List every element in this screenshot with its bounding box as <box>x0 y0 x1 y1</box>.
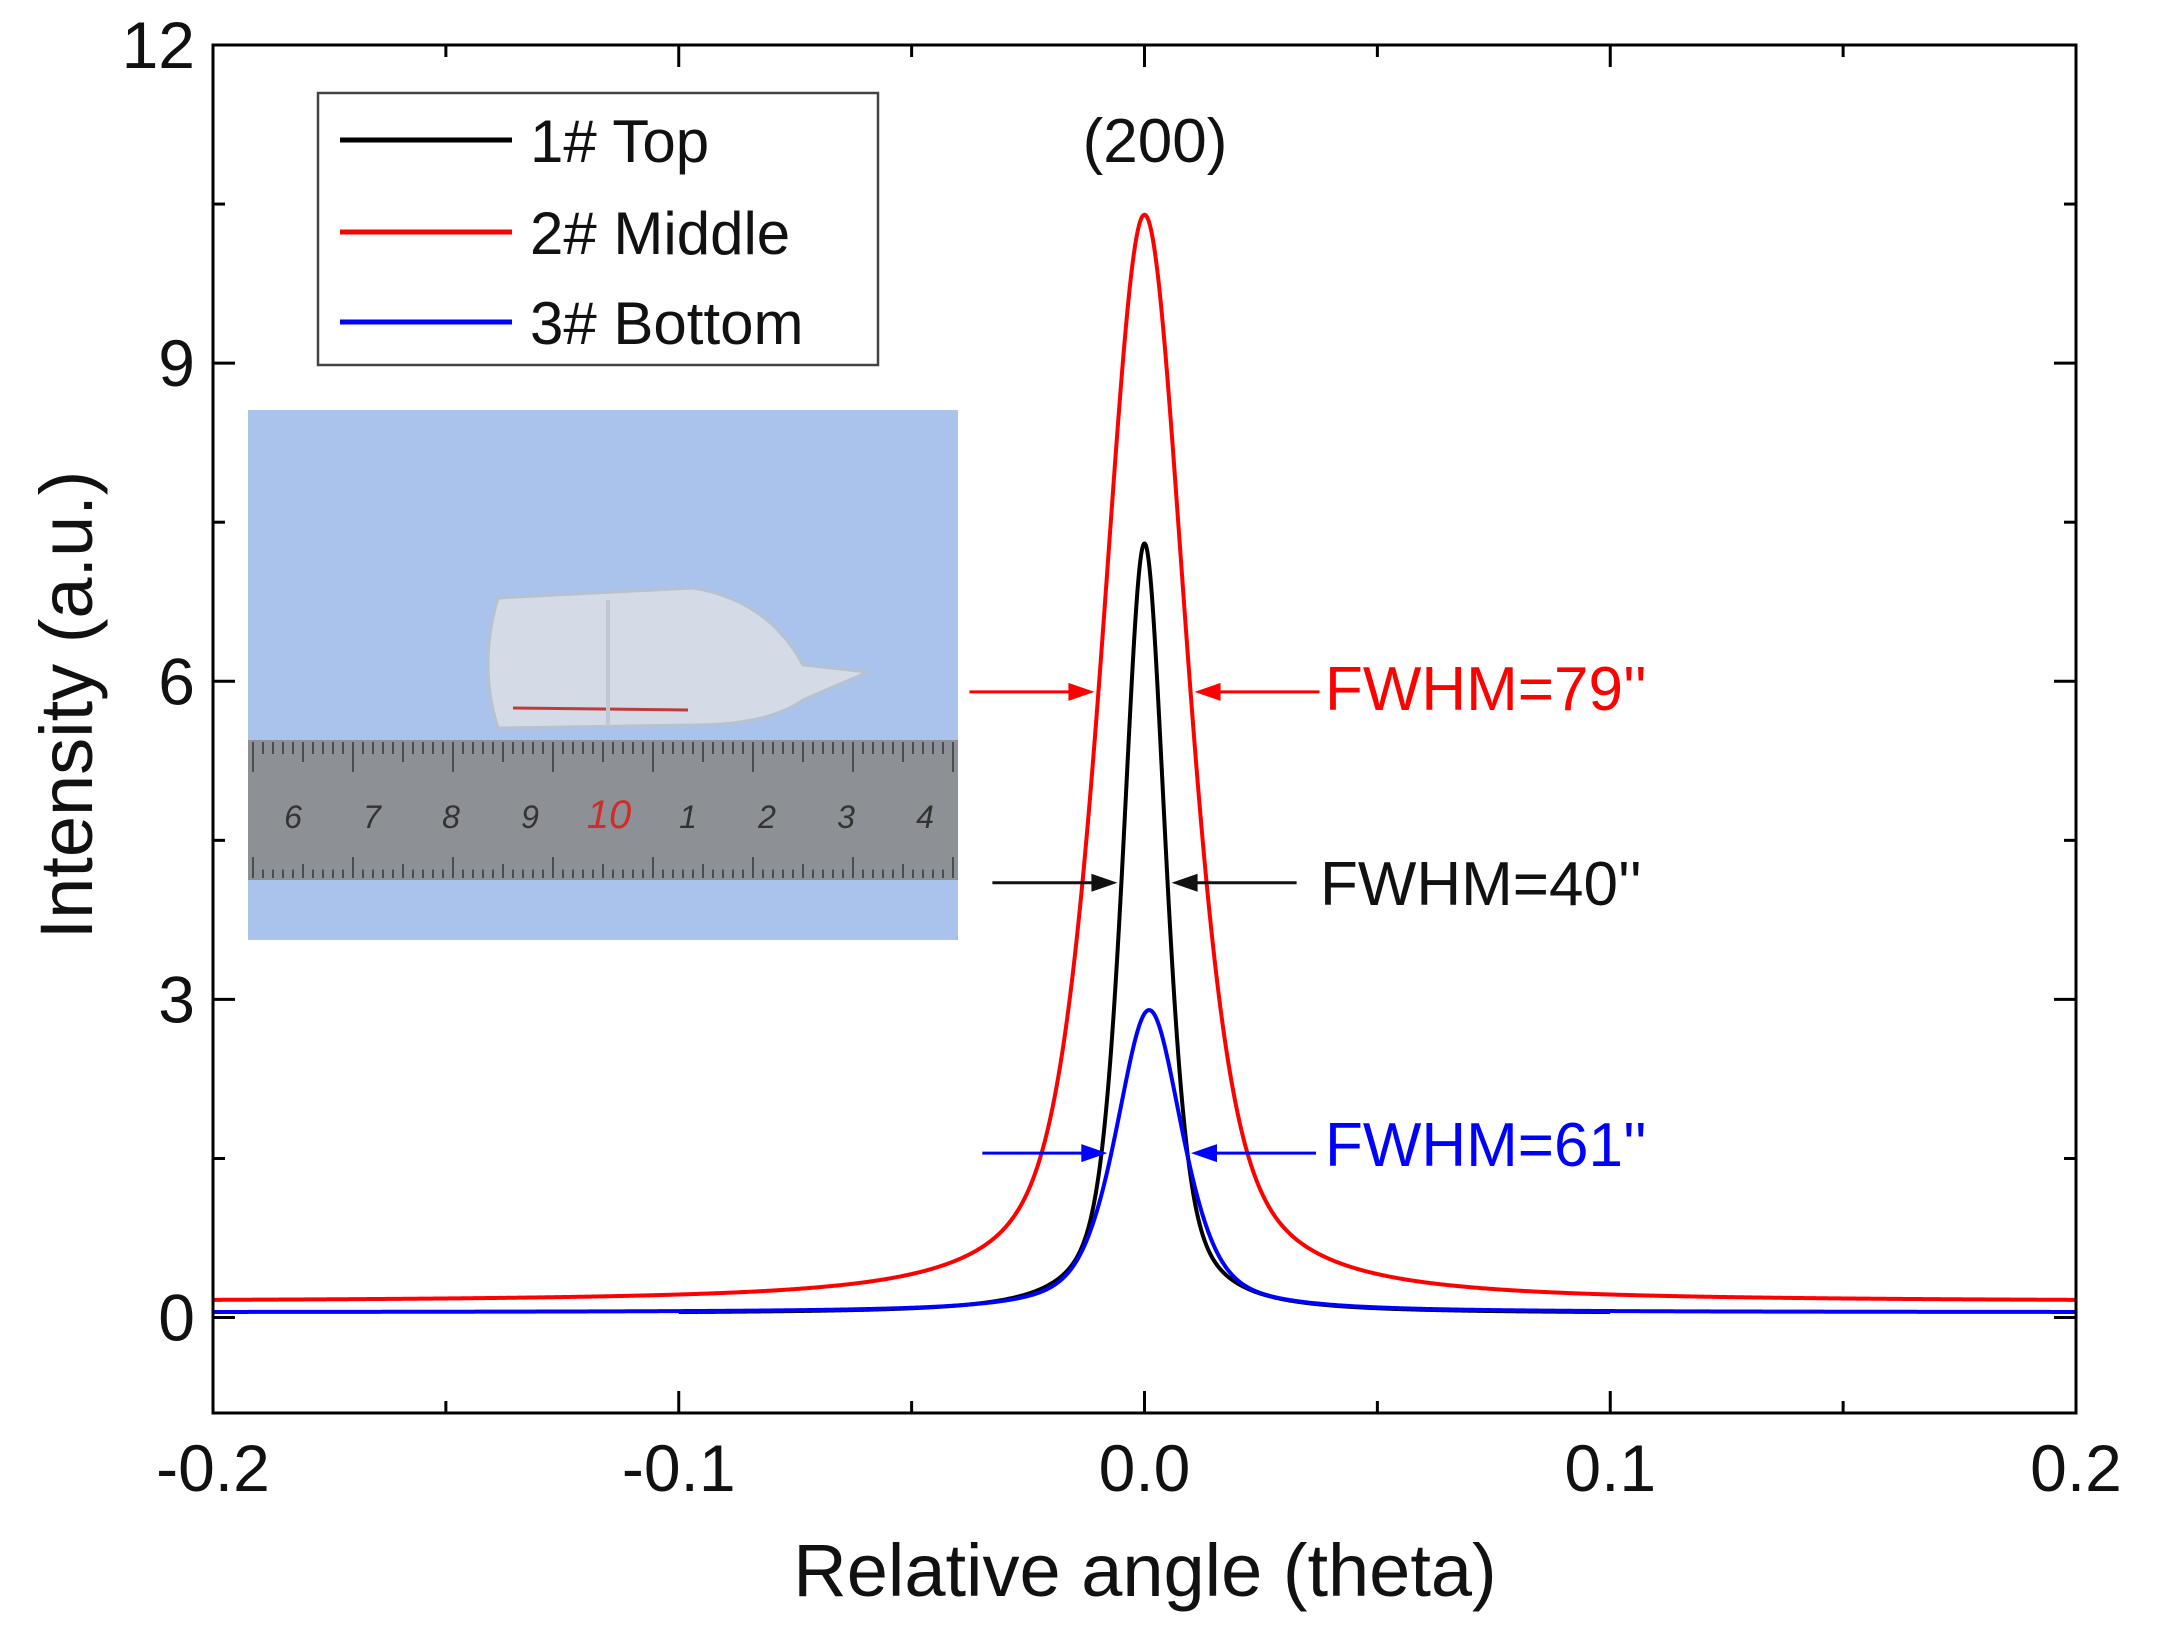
x-tick-label: 0.0 <box>1099 1431 1191 1505</box>
ruler-number: 2 <box>757 799 776 835</box>
fwhm-markers <box>969 682 1320 1163</box>
x-tick-label: 0.1 <box>1564 1431 1656 1505</box>
legend-label-middle: 2# Middle <box>530 200 790 267</box>
ruler-number: 7 <box>363 799 382 835</box>
ruler-number: 4 <box>916 799 934 835</box>
y-tick-label: 6 <box>158 644 195 718</box>
ruler-number: 10 <box>587 793 632 837</box>
fwhm-arrowhead <box>1081 1144 1108 1163</box>
x-axis-title: Relative angle (theta) <box>793 1529 1496 1612</box>
y-tick-label: 3 <box>158 962 195 1036</box>
fwhm-arrowhead <box>1171 873 1198 892</box>
plot-frame <box>211 43 2078 1415</box>
x-tick-label: -0.1 <box>622 1431 736 1505</box>
y-tick-label: 0 <box>158 1281 195 1355</box>
ruler-number: 6 <box>284 799 302 835</box>
ruler-number: 3 <box>837 799 855 835</box>
fwhm-arrowhead <box>1194 682 1221 701</box>
legend-label-bottom: 3# Bottom <box>530 290 804 357</box>
fwhm-arrowhead <box>1068 682 1095 701</box>
legend: 1# Top 2# Middle 3# Bottom <box>316 91 880 367</box>
crystal-reflection <box>512 706 689 712</box>
ruler-number: 9 <box>521 799 539 835</box>
series-line-2-middle <box>212 212 2077 1302</box>
peak-label-200: (200) <box>1083 107 1228 176</box>
fwhm-arrowhead <box>1091 873 1118 892</box>
fwhm-label-top: FWHM=40'' <box>1320 850 1642 919</box>
ruler-number: 8 <box>442 799 460 835</box>
crystal-boule <box>486 586 874 730</box>
y-tick-label: 9 <box>158 326 195 400</box>
y-axis-title: Intensity (a.u.) <box>25 471 108 940</box>
ruler-number: 1 <box>679 799 697 835</box>
ruler <box>248 740 958 880</box>
inset-crystal-photo: 6 7 8 9 10 1 2 3 4 <box>248 410 958 940</box>
x-tick-label: 0.2 <box>2030 1431 2122 1505</box>
data-series <box>212 212 2077 1315</box>
fwhm-label-middle: FWHM=79'' <box>1325 655 1647 724</box>
y-tick-label: 12 <box>122 8 195 82</box>
legend-label-top: 1# Top <box>530 108 709 175</box>
fwhm-arrowhead <box>1190 1144 1217 1163</box>
x-tick-label: -0.2 <box>156 1431 270 1505</box>
series-line-3-bottom <box>212 1008 2077 1314</box>
fwhm-label-bottom: FWHM=61'' <box>1325 1111 1647 1180</box>
